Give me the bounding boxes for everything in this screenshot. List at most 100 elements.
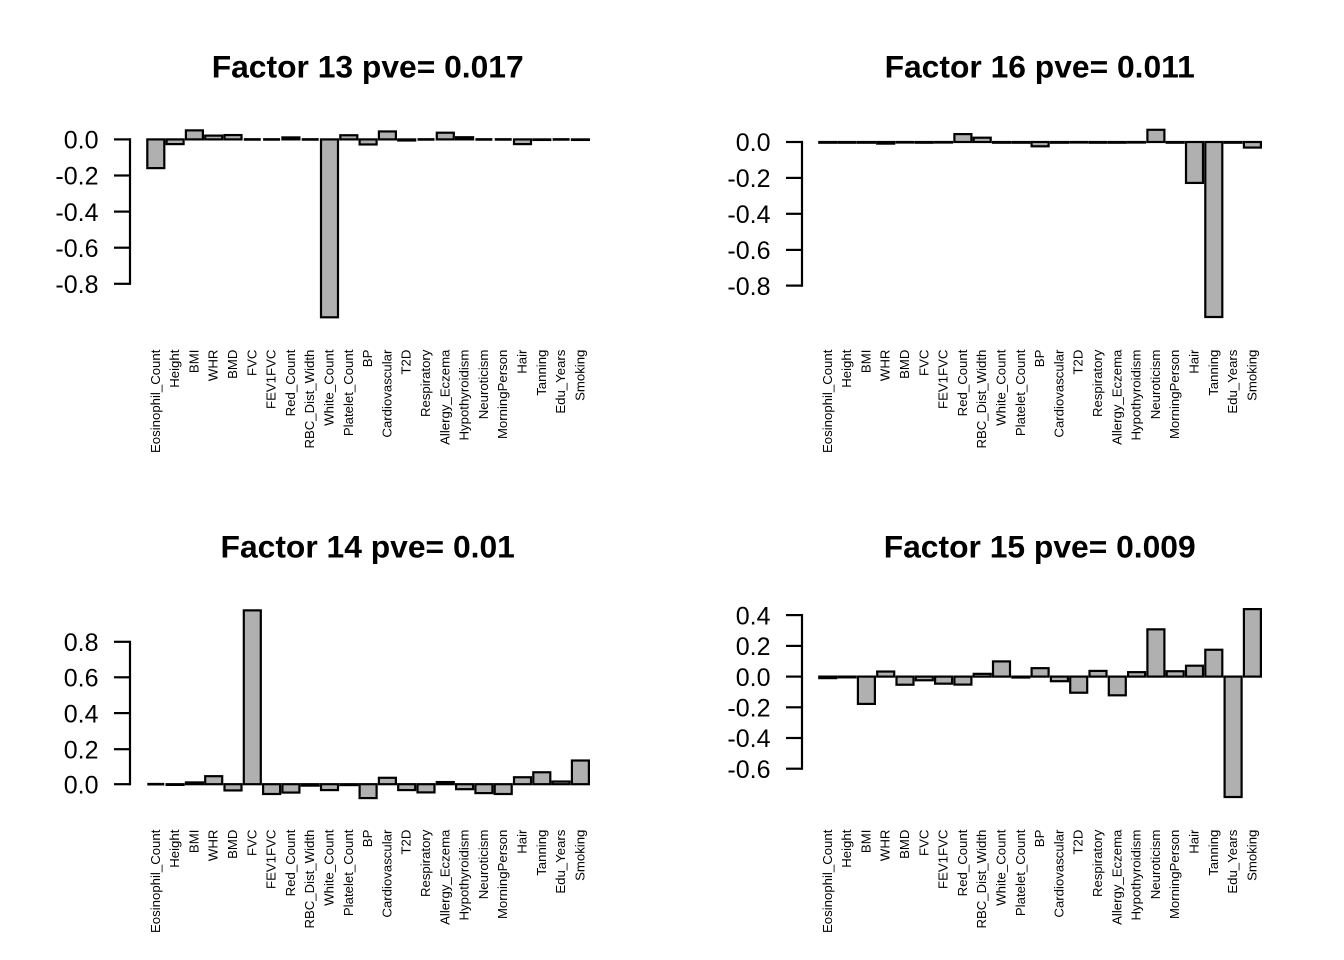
svg-text:WHR: WHR: [206, 350, 221, 382]
svg-text:FEV1FVC: FEV1FVC: [936, 349, 951, 409]
svg-text:BMI: BMI: [858, 350, 873, 373]
svg-text:WHR: WHR: [878, 830, 893, 862]
svg-text:Tanning: Tanning: [1206, 830, 1221, 876]
svg-text:Red_Count: Red_Count: [283, 829, 298, 896]
svg-text:Eosinophil_Count: Eosinophil_Count: [820, 829, 835, 933]
svg-text:Platelet_Count: Platelet_Count: [341, 349, 356, 436]
svg-text:Cardiovascular: Cardiovascular: [1051, 829, 1066, 918]
svg-text:Factor 13 pve= 0.017: Factor 13 pve= 0.017: [212, 48, 524, 84]
svg-text:Hair: Hair: [515, 829, 530, 854]
svg-text:BP: BP: [1032, 829, 1047, 847]
svg-text:Edu_Years: Edu_Years: [1225, 829, 1240, 893]
svg-text:RBC_Dist_Width: RBC_Dist_Width: [302, 830, 317, 929]
svg-text:T2D: T2D: [399, 830, 414, 855]
svg-text:-0.6: -0.6: [727, 756, 770, 784]
svg-text:BMD: BMD: [225, 830, 240, 859]
svg-text:MorningPerson: MorningPerson: [495, 830, 510, 919]
svg-text:Neuroticism: Neuroticism: [1148, 350, 1163, 420]
svg-text:FVC: FVC: [916, 829, 931, 856]
svg-text:Hypothyroidism: Hypothyroidism: [457, 830, 472, 921]
svg-text:T2D: T2D: [399, 350, 414, 375]
svg-text:Red_Count: Red_Count: [955, 829, 970, 896]
svg-text:0.0: 0.0: [736, 664, 771, 692]
svg-text:T2D: T2D: [1071, 350, 1086, 375]
svg-text:Hair: Hair: [515, 349, 530, 374]
svg-text:0.6: 0.6: [64, 665, 99, 693]
svg-text:0.2: 0.2: [64, 736, 99, 764]
svg-text:BP: BP: [1032, 349, 1047, 367]
svg-text:White_Count: White_Count: [994, 349, 1009, 426]
svg-text:BP: BP: [360, 349, 375, 367]
svg-text:Hypothyroidism: Hypothyroidism: [1129, 350, 1144, 441]
svg-text:BP: BP: [360, 829, 375, 847]
svg-text:0.0: 0.0: [64, 771, 99, 799]
svg-text:BMI: BMI: [858, 830, 873, 853]
svg-text:BMD: BMD: [897, 350, 912, 379]
svg-text:Neuroticism: Neuroticism: [476, 830, 491, 900]
svg-text:BMD: BMD: [897, 830, 912, 859]
svg-text:-0.2: -0.2: [727, 695, 770, 723]
svg-text:Tanning: Tanning: [534, 350, 549, 396]
svg-text:Edu_Years: Edu_Years: [553, 829, 568, 893]
svg-text:T2D: T2D: [1071, 830, 1086, 855]
svg-text:Edu_Years: Edu_Years: [553, 349, 568, 413]
svg-text:Platelet_Count: Platelet_Count: [341, 829, 356, 916]
svg-text:0.0: 0.0: [736, 129, 771, 157]
svg-text:Neuroticism: Neuroticism: [1148, 830, 1163, 900]
svg-text:RBC_Dist_Width: RBC_Dist_Width: [974, 830, 989, 929]
svg-text:Smoking: Smoking: [572, 830, 587, 881]
svg-text:FVC: FVC: [244, 829, 259, 856]
svg-text:White_Count: White_Count: [322, 829, 337, 906]
svg-text:0.4: 0.4: [64, 700, 99, 728]
svg-text:Eosinophil_Count: Eosinophil_Count: [148, 349, 163, 453]
svg-text:FEV1FVC: FEV1FVC: [264, 349, 279, 409]
svg-text:Hair: Hair: [1187, 829, 1202, 854]
svg-text:Allergy_Eczema: Allergy_Eczema: [1109, 829, 1124, 925]
svg-text:0.2: 0.2: [736, 633, 771, 661]
svg-text:FEV1FVC: FEV1FVC: [264, 829, 279, 889]
svg-text:0.8: 0.8: [64, 629, 99, 657]
svg-text:Respiratory: Respiratory: [418, 349, 433, 417]
svg-text:Smoking: Smoking: [1244, 830, 1259, 881]
svg-text:BMI: BMI: [186, 350, 201, 373]
svg-text:Height: Height: [167, 829, 182, 867]
svg-text:Allergy_Eczema: Allergy_Eczema: [437, 349, 452, 445]
svg-text:-0.2: -0.2: [727, 165, 770, 193]
svg-text:Hair: Hair: [1187, 349, 1202, 374]
svg-text:Factor 14 pve= 0.01: Factor 14 pve= 0.01: [221, 528, 515, 564]
svg-text:FEV1FVC: FEV1FVC: [936, 829, 951, 889]
svg-text:Height: Height: [839, 829, 854, 867]
svg-text:Cardiovascular: Cardiovascular: [379, 829, 394, 918]
svg-text:MorningPerson: MorningPerson: [495, 350, 510, 439]
svg-text:Respiratory: Respiratory: [1090, 829, 1105, 897]
svg-text:MorningPerson: MorningPerson: [1167, 830, 1182, 919]
svg-text:Cardiovascular: Cardiovascular: [379, 349, 394, 438]
svg-text:WHR: WHR: [878, 350, 893, 382]
svg-text:-0.2: -0.2: [55, 163, 98, 191]
svg-text:-0.6: -0.6: [727, 237, 770, 265]
svg-text:Eosinophil_Count: Eosinophil_Count: [820, 349, 835, 453]
svg-text:-0.4: -0.4: [55, 199, 98, 227]
svg-text:Smoking: Smoking: [1244, 350, 1259, 401]
svg-text:WHR: WHR: [206, 830, 221, 862]
svg-text:-0.4: -0.4: [727, 725, 770, 753]
svg-text:Neuroticism: Neuroticism: [476, 350, 491, 420]
svg-text:Platelet_Count: Platelet_Count: [1013, 829, 1028, 916]
svg-text:Factor 16 pve= 0.011: Factor 16 pve= 0.011: [885, 48, 1195, 84]
svg-text:Platelet_Count: Platelet_Count: [1013, 349, 1028, 436]
svg-text:-0.6: -0.6: [55, 235, 98, 263]
svg-text:Red_Count: Red_Count: [283, 349, 298, 416]
svg-text:FVC: FVC: [244, 349, 259, 376]
svg-text:RBC_Dist_Width: RBC_Dist_Width: [302, 350, 317, 449]
svg-text:White_Count: White_Count: [322, 349, 337, 426]
svg-text:Eosinophil_Count: Eosinophil_Count: [148, 829, 163, 933]
svg-text:Red_Count: Red_Count: [955, 349, 970, 416]
svg-text:0.0: 0.0: [64, 127, 99, 155]
svg-text:-0.8: -0.8: [727, 273, 770, 301]
svg-text:Cardiovascular: Cardiovascular: [1051, 349, 1066, 438]
svg-text:Allergy_Eczema: Allergy_Eczema: [1109, 349, 1124, 445]
svg-text:Hypothyroidism: Hypothyroidism: [457, 350, 472, 441]
svg-text:RBC_Dist_Width: RBC_Dist_Width: [974, 350, 989, 449]
svg-text:-0.8: -0.8: [55, 271, 98, 299]
svg-text:MorningPerson: MorningPerson: [1167, 350, 1182, 439]
